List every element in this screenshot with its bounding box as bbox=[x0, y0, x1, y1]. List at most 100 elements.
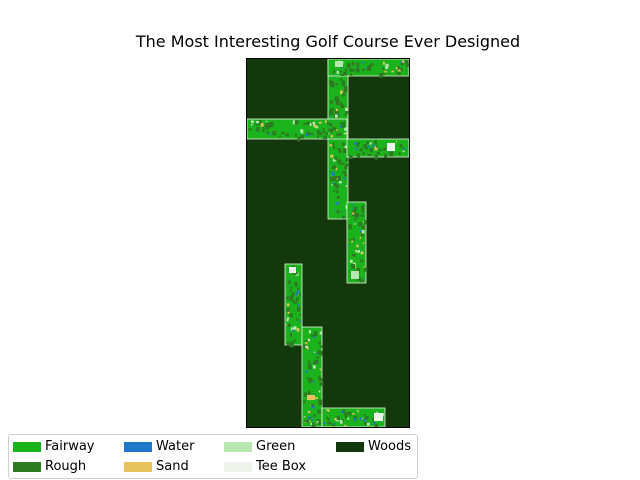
terrain-patch bbox=[336, 176, 341, 182]
terrain-patch bbox=[343, 177, 346, 179]
terrain-patch bbox=[318, 378, 323, 382]
terrain-patch bbox=[333, 145, 336, 150]
terrain-patch bbox=[363, 418, 366, 422]
legend-label-fairway: Fairway bbox=[45, 439, 95, 454]
terrain-patch bbox=[279, 135, 282, 138]
terrain-patch bbox=[319, 345, 324, 348]
terrain-patch bbox=[339, 420, 343, 424]
terrain-patch bbox=[341, 121, 346, 128]
terrain-patch bbox=[296, 297, 299, 301]
legend-item-rough: Rough bbox=[13, 459, 86, 475]
terrain-patch bbox=[354, 223, 356, 225]
terrain-patch bbox=[370, 147, 373, 151]
terrain-patch bbox=[310, 422, 312, 426]
terrain-patch bbox=[334, 209, 336, 211]
tee-box-swatch bbox=[224, 462, 252, 472]
terrain-patch bbox=[399, 144, 403, 148]
terrain-patch bbox=[306, 121, 310, 125]
terrain-patch bbox=[327, 121, 330, 125]
legend-item-woods: Woods bbox=[336, 439, 411, 455]
terrain-patch bbox=[333, 176, 337, 181]
terrain-patch bbox=[379, 73, 383, 78]
terrain-patch bbox=[323, 422, 326, 425]
terrain-patch bbox=[293, 339, 296, 342]
terrain-patch bbox=[356, 62, 360, 68]
terrain-patch bbox=[335, 114, 338, 118]
terrain-patch bbox=[332, 127, 337, 131]
terrain-patch bbox=[335, 202, 338, 205]
terrain-patch bbox=[288, 323, 291, 327]
terrain-patch bbox=[297, 287, 300, 290]
terrain-patch bbox=[384, 70, 387, 73]
terrain-patch bbox=[331, 83, 335, 87]
terrain-patch bbox=[335, 167, 338, 171]
terrain-patch bbox=[351, 253, 356, 257]
terrain-patch bbox=[292, 265, 295, 268]
terrain-patch bbox=[339, 78, 343, 81]
terrain-patch bbox=[296, 307, 300, 312]
terrain-patch bbox=[362, 152, 366, 155]
terrain-patch bbox=[308, 330, 311, 334]
terrain-patch bbox=[269, 122, 274, 127]
terrain-patch bbox=[288, 331, 290, 333]
terrain-patch bbox=[299, 314, 302, 316]
terrain-patch bbox=[362, 242, 365, 244]
terrain-patch bbox=[356, 149, 358, 151]
terrain-patch bbox=[356, 244, 359, 248]
terrain-patch bbox=[262, 128, 265, 132]
terrain-patch bbox=[355, 68, 360, 73]
terrain-patch bbox=[331, 184, 333, 186]
legend-label-rough: Rough bbox=[45, 459, 87, 474]
terrain-patch bbox=[307, 390, 311, 395]
terrain-patch bbox=[311, 424, 316, 427]
terrain-patch bbox=[290, 286, 293, 289]
terrain-patch bbox=[342, 215, 346, 219]
legend-label-tee-box: Tee Box bbox=[256, 459, 307, 474]
terrain-patch bbox=[353, 206, 358, 211]
terrain-patch bbox=[331, 173, 334, 176]
terrain-patch bbox=[360, 252, 364, 255]
terrain-patch bbox=[326, 409, 330, 411]
terrain-patch bbox=[334, 76, 337, 78]
terrain-patch bbox=[291, 329, 294, 332]
terrain-patch bbox=[281, 131, 285, 135]
terrain-patch bbox=[354, 418, 356, 420]
woods-swatch bbox=[336, 442, 364, 452]
terrain-patch bbox=[341, 142, 345, 146]
terrain-patch bbox=[352, 212, 355, 215]
legend-label-sand: Sand bbox=[156, 459, 189, 474]
terrain-patch bbox=[331, 111, 335, 114]
terrain-patch bbox=[286, 318, 289, 322]
terrain-patch bbox=[345, 107, 348, 111]
terrain-patch bbox=[361, 61, 364, 64]
terrain-patch bbox=[404, 60, 408, 63]
terrain-patch bbox=[340, 90, 343, 95]
terrain-patch bbox=[311, 418, 314, 421]
terrain-patch bbox=[339, 102, 343, 106]
terrain-patch bbox=[317, 409, 322, 414]
terrain-patch bbox=[399, 67, 403, 72]
terrain-patch bbox=[343, 71, 347, 76]
terrain-patch bbox=[338, 133, 342, 136]
fairway-corridor bbox=[301, 326, 323, 427]
terrain-patch bbox=[366, 141, 369, 145]
terrain-patch bbox=[376, 151, 380, 155]
terrain-patch bbox=[310, 334, 314, 337]
terrain-patch bbox=[329, 109, 333, 116]
terrain-patch bbox=[402, 150, 405, 153]
terrain-patch bbox=[349, 68, 352, 71]
terrain-patch bbox=[330, 100, 334, 104]
terrain-patch bbox=[286, 308, 290, 313]
terrain-patch bbox=[351, 240, 353, 243]
terrain-patch bbox=[363, 421, 367, 425]
legend-item-sand: Sand bbox=[124, 459, 189, 475]
terrain-patch bbox=[338, 149, 342, 153]
tee-box bbox=[289, 267, 296, 273]
terrain-patch bbox=[331, 423, 336, 427]
terrain-patch bbox=[369, 142, 372, 145]
terrain-patch bbox=[374, 140, 377, 145]
terrain-patch bbox=[292, 120, 296, 125]
terrain-patch bbox=[298, 136, 301, 139]
terrain-patch bbox=[342, 409, 346, 413]
terrain-patch bbox=[336, 415, 340, 420]
